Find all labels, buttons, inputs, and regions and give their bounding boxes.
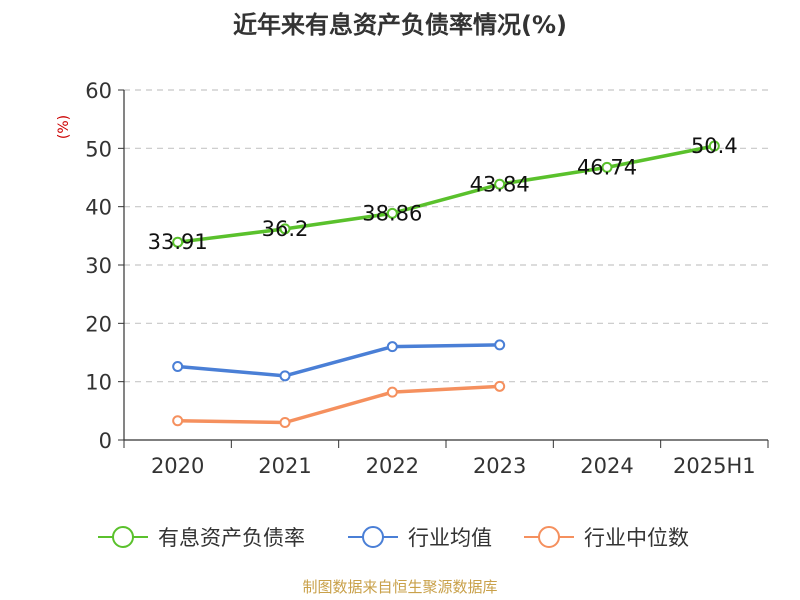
data-point xyxy=(279,417,291,428)
legend-marker xyxy=(112,526,134,548)
data-point xyxy=(279,370,291,382)
legend-item: 行业均值 xyxy=(348,526,492,550)
data-label: 33.91 xyxy=(148,230,208,254)
legend-marker xyxy=(362,526,384,548)
legend-item: 有息资产负债率 xyxy=(98,526,305,550)
data-label: 46.74 xyxy=(577,155,637,179)
y-tick-label: 40 xyxy=(85,196,112,220)
legend-label: 有息资产负债率 xyxy=(158,526,305,550)
series-layer: 33.91 36.2 38.86 43.84 46.74 50.4 xyxy=(148,134,738,428)
series-line xyxy=(177,384,500,425)
x-tick-label: 2020 xyxy=(151,454,204,478)
data-point xyxy=(386,341,398,353)
series-line xyxy=(177,144,715,244)
data-point xyxy=(386,386,398,398)
data-label: 38.86 xyxy=(362,201,422,225)
data-point xyxy=(386,207,398,219)
x-tick-label: 2021 xyxy=(258,454,311,478)
data-point xyxy=(172,415,184,427)
y-tick-label: 30 xyxy=(85,254,112,278)
y-axis-label: (%) xyxy=(56,115,72,139)
data-point xyxy=(279,223,291,235)
series-line xyxy=(177,343,500,378)
series-group xyxy=(172,339,506,382)
y-tick-label: 10 xyxy=(85,371,112,395)
legend-label: 行业均值 xyxy=(408,526,492,550)
legend: 有息资产负债率 行业均值 行业中位数 xyxy=(98,526,689,550)
series-group: 33.91 36.2 38.86 43.84 46.74 50.4 xyxy=(148,134,738,254)
data-point xyxy=(494,339,506,351)
x-tick-label: 2023 xyxy=(473,454,526,478)
y-tick-label: 60 xyxy=(85,79,112,103)
chart-title: 近年来有息资产负债率情况(%) xyxy=(233,11,567,39)
source-note: 制图数据来自恒生聚源数据库 xyxy=(302,578,497,596)
y-tick-label: 0 xyxy=(99,429,112,453)
x-tick-label: 2024 xyxy=(580,454,633,478)
series-group xyxy=(172,380,506,428)
legend-item: 行业中位数 xyxy=(524,526,689,550)
data-point xyxy=(494,178,506,190)
legend-label: 行业中位数 xyxy=(584,526,689,550)
grid xyxy=(124,89,768,383)
axes: 0 10 20 30 40 50 60 2020 2021 2022 2023 2024 2025H1 xyxy=(85,79,769,478)
x-tick-label: 2022 xyxy=(366,454,419,478)
data-point xyxy=(601,161,613,173)
legend-marker xyxy=(538,526,560,548)
data-point xyxy=(494,380,506,392)
data-label: 36.2 xyxy=(262,217,309,241)
y-tick-label: 50 xyxy=(85,137,112,161)
data-point xyxy=(172,236,184,248)
data-point xyxy=(172,361,184,372)
x-tick-label: 2025H1 xyxy=(673,454,756,478)
y-tick-label: 20 xyxy=(85,312,112,336)
data-label: 43.84 xyxy=(470,172,530,196)
data-point xyxy=(708,140,720,152)
data-label: 50.4 xyxy=(691,134,738,158)
